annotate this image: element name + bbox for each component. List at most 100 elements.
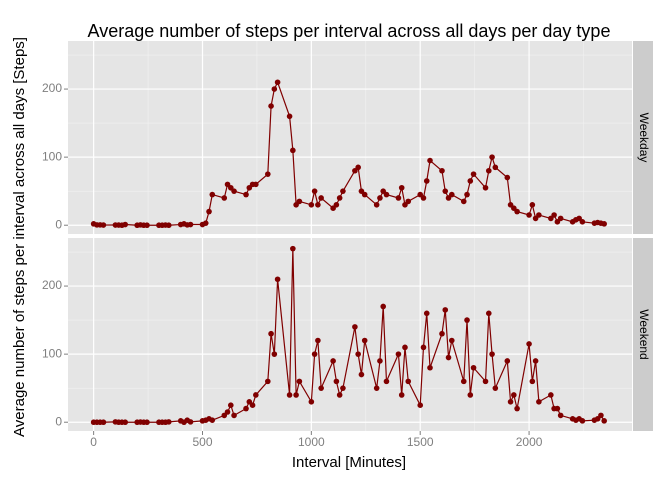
data-point <box>398 184 405 191</box>
data-point <box>507 398 514 405</box>
data-point <box>439 167 445 174</box>
data-point <box>209 417 216 423</box>
data-point <box>336 195 343 201</box>
data-point <box>265 378 271 385</box>
data-point <box>361 337 368 344</box>
data-point <box>467 178 474 184</box>
data-point <box>492 385 499 391</box>
data-point <box>253 181 259 188</box>
data-point <box>579 219 586 225</box>
data-point <box>470 171 477 177</box>
data-point <box>427 364 433 371</box>
data-point <box>448 191 455 198</box>
data-point <box>460 378 467 385</box>
data-point <box>579 418 586 424</box>
data-point <box>227 402 234 408</box>
data-point <box>460 198 467 205</box>
data-point <box>601 418 607 424</box>
data-point <box>467 392 474 398</box>
data-point <box>265 171 271 177</box>
data-point <box>290 147 296 154</box>
data-point <box>253 392 259 398</box>
data-point <box>554 405 561 412</box>
data-point <box>557 215 564 222</box>
data-point <box>271 351 278 357</box>
data-point <box>209 191 216 198</box>
data-point <box>358 371 365 378</box>
data-point <box>548 392 554 398</box>
data-point <box>308 201 315 208</box>
data-point <box>445 354 452 361</box>
data-point <box>268 330 274 337</box>
data-point <box>340 188 346 194</box>
data-point <box>529 378 536 385</box>
data-point <box>315 337 321 344</box>
x-tick-label: 1500 <box>407 435 434 449</box>
data-point <box>293 392 299 398</box>
data-point <box>395 351 402 357</box>
data-point <box>352 324 358 330</box>
data-point <box>311 188 318 194</box>
x-tick-label: 2000 <box>516 435 543 449</box>
data-point <box>249 402 256 408</box>
data-point <box>308 398 315 405</box>
data-point <box>377 195 383 201</box>
data-point <box>439 330 445 337</box>
data-point <box>470 364 477 371</box>
data-point <box>529 201 536 208</box>
data-point <box>187 221 194 228</box>
data-point <box>333 201 340 208</box>
data-point <box>355 351 361 357</box>
data-point <box>355 164 361 171</box>
data-point <box>286 113 293 120</box>
data-point <box>336 392 343 398</box>
data-point <box>504 358 511 364</box>
facet-label: Weekday <box>637 113 651 163</box>
data-point <box>485 167 492 174</box>
data-point <box>536 212 542 218</box>
y-tick-label: 100 <box>42 149 62 163</box>
data-point <box>373 201 380 208</box>
data-point <box>144 222 150 229</box>
data-point <box>318 385 324 391</box>
data-point <box>536 398 542 405</box>
data-point <box>598 412 604 419</box>
data-point <box>100 222 107 228</box>
data-point <box>420 344 427 351</box>
data-point <box>427 157 433 164</box>
data-point <box>286 392 293 398</box>
data-point <box>373 385 380 391</box>
data-point <box>514 405 520 412</box>
data-point <box>243 191 249 198</box>
data-point <box>551 212 557 218</box>
data-point <box>315 201 321 208</box>
data-point <box>464 317 470 323</box>
data-point <box>482 378 489 385</box>
data-point <box>485 310 492 317</box>
data-point <box>417 402 424 408</box>
data-point <box>442 188 449 194</box>
data-point <box>202 220 209 226</box>
facet-label: Weekend <box>637 309 651 359</box>
data-point <box>442 307 449 313</box>
data-point <box>405 198 412 205</box>
data-point <box>122 221 129 228</box>
data-point <box>532 358 539 364</box>
data-point <box>330 358 336 364</box>
data-point <box>187 419 194 425</box>
data-point <box>224 409 231 415</box>
x-tick-label: 500 <box>192 435 212 449</box>
data-point <box>144 419 150 426</box>
data-point <box>420 195 427 201</box>
data-point <box>231 188 237 194</box>
data-point <box>514 208 520 215</box>
data-point <box>526 212 532 218</box>
data-point <box>296 198 303 205</box>
panel-background <box>68 41 632 234</box>
y-tick-label: 200 <box>42 81 62 95</box>
data-point <box>165 419 172 425</box>
data-point <box>557 412 564 419</box>
data-point <box>377 358 383 364</box>
data-point <box>489 154 495 160</box>
